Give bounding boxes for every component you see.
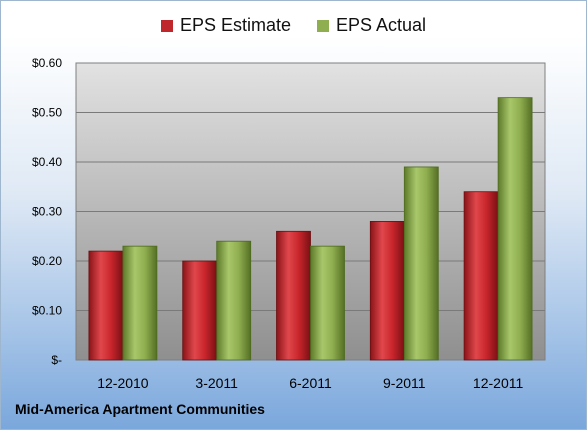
y-tick-label: $- (51, 353, 62, 367)
bar-eps-actual (216, 240, 252, 361)
x-tick-label: 12-2010 (97, 375, 149, 391)
legend-label-actual: EPS Actual (335, 15, 427, 35)
legend-swatch-actual (316, 19, 329, 32)
bar-eps-estimate (369, 220, 405, 361)
bar-eps-estimate (88, 250, 124, 361)
y-tick-label: $0.10 (32, 304, 62, 318)
bar-eps-actual (403, 166, 439, 361)
legend-label-estimate: EPS Estimate (179, 15, 291, 35)
bar-eps-estimate (276, 230, 311, 361)
y-tick-label: $0.20 (32, 254, 62, 268)
bar-eps-actual (497, 97, 533, 361)
y-tick-label: $0.50 (32, 106, 62, 120)
legend: EPS Estimate EPS Actual (1, 15, 586, 36)
bar-eps-estimate (182, 260, 218, 361)
legend-item-actual: EPS Actual (316, 15, 427, 36)
bar-eps-estimate (463, 191, 499, 361)
x-tick-label: 3-2011 (195, 375, 238, 391)
x-tick-label: 9-2011 (383, 375, 426, 391)
bar-eps-actual (122, 245, 158, 361)
y-tick-label: $0.40 (32, 155, 62, 169)
x-tick-label: 12-2011 (473, 375, 524, 391)
x-tick-label: 6-2011 (289, 375, 332, 391)
legend-swatch-estimate (160, 19, 173, 32)
y-tick-label: $0.30 (32, 205, 62, 219)
y-tick-label: $0.60 (32, 56, 62, 70)
legend-item-estimate: EPS Estimate (160, 15, 291, 36)
bar-eps-actual (310, 245, 345, 361)
chart-title: Mid-America Apartment Communities (15, 401, 265, 417)
